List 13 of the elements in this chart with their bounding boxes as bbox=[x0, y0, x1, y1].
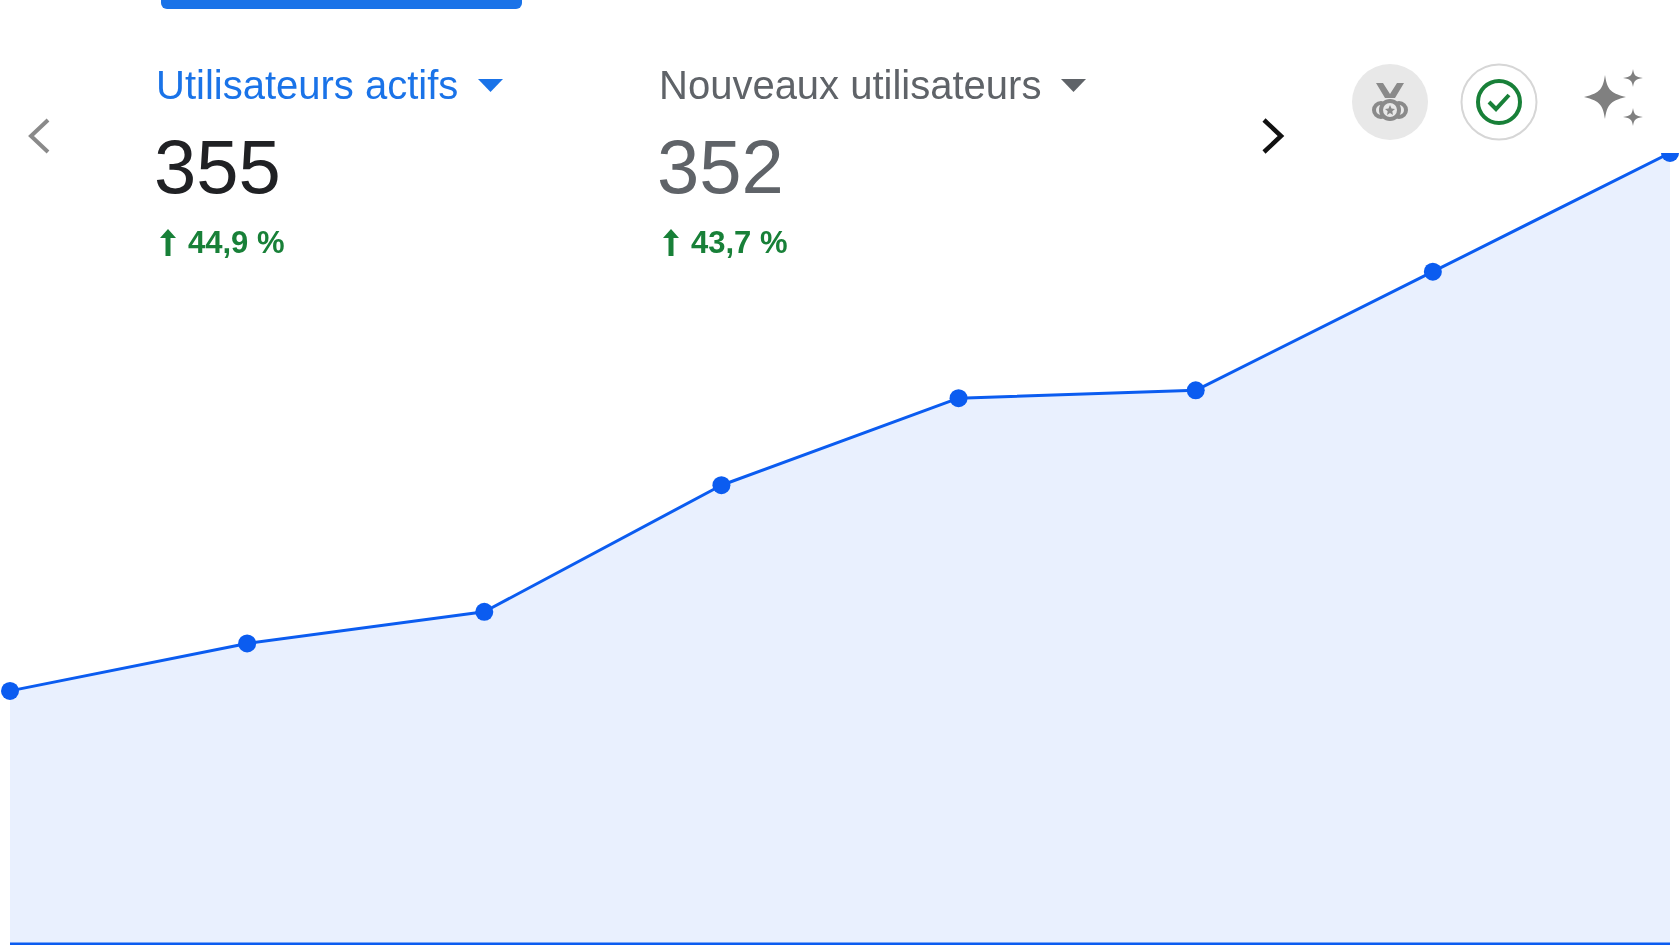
point bbox=[712, 476, 731, 495]
point bbox=[1186, 381, 1205, 400]
annotation: 352 bbox=[657, 124, 784, 209]
point bbox=[1, 681, 19, 700]
annotation: 355 bbox=[154, 124, 281, 209]
point bbox=[1423, 262, 1442, 281]
text: Utilisateurs actifs bbox=[156, 63, 459, 107]
point bbox=[238, 634, 257, 653]
text: Nouveaux utilisateurs bbox=[659, 63, 1042, 107]
annotation: 43,7 % bbox=[691, 225, 788, 260]
point bbox=[475, 602, 494, 621]
annotation: 44,9 % bbox=[188, 225, 285, 260]
point bbox=[949, 389, 968, 408]
